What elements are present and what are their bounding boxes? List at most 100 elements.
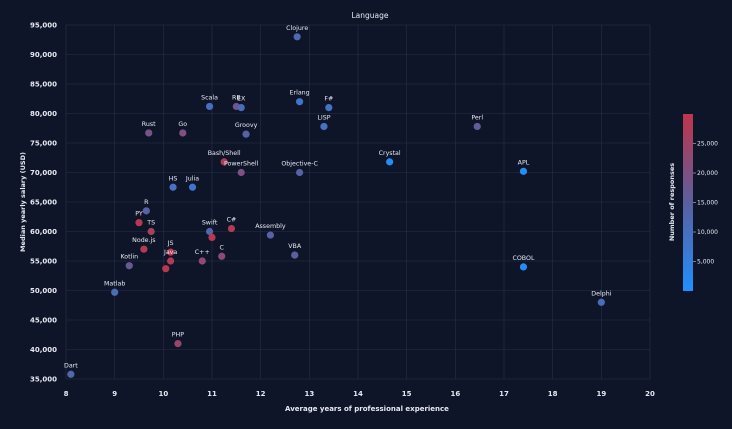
data-point [293,33,301,41]
x-tick-label: 10 [158,390,168,398]
point-label: Go [178,121,187,128]
data-point [169,183,177,191]
data-point [198,257,206,265]
point-label: Perl [471,114,483,121]
point-label: PY [135,211,143,218]
data-point [320,122,328,131]
point-label: COBOL [512,255,535,262]
colorbar-tick-label: 10,000 [697,229,718,236]
point-label: Node.js [132,237,155,244]
y-tick-label: 55,000 [30,258,57,266]
colorbar-tick-label: 20,000 [697,170,718,177]
point-label: VBA [288,243,302,250]
data-point [242,130,250,138]
data-point [162,265,170,273]
data-point [296,98,304,106]
point-label: Crystal [379,150,401,157]
data-point [473,122,481,131]
point-label: Matlab [104,280,125,287]
x-tick-label: 20 [645,390,655,398]
point-label: LISP [317,114,330,121]
x-tick-label: 19 [596,390,606,398]
data-point [205,102,214,111]
data-point [167,257,175,265]
point-label: PowerShell [224,161,259,168]
data-point [386,158,394,166]
x-axis-label: Average years of professional experience [285,405,449,413]
chart-title: Language [351,11,388,20]
y-tick-label: 85,000 [30,81,57,89]
y-tick-label: 80,000 [30,110,57,118]
point-label: C [220,244,225,251]
point-label: Assembly [255,223,286,230]
point-label: R [144,199,149,206]
data-point [142,207,150,215]
point-label: Erlang [290,90,310,97]
colorbar-tick-label: 15,000 [697,200,718,207]
data-point [237,104,245,112]
y-axis-label: Median yearly salary (USD) [19,152,27,252]
point-label: F# [324,96,333,103]
x-tick-label: 15 [402,390,412,398]
y-tick-label: 95,000 [30,22,57,30]
point-label: C++ [195,249,210,256]
x-tick-label: 18 [548,390,558,398]
point-label: APL [518,159,530,166]
data-point [145,129,153,137]
data-point [135,219,143,227]
x-tick-label: 11 [207,390,217,398]
y-tick-label: 70,000 [30,169,57,177]
point-label: EX [237,96,246,103]
data-point [147,227,155,236]
data-point [237,168,245,177]
point-label: TS [146,220,155,227]
point-label: Java [163,249,177,256]
colorbar-label: Number of responses [668,163,676,241]
data-point [597,298,605,306]
colorbar: 5,000 10,000 15,000 20,000 25,000 [683,114,718,291]
colorbar-tick-label: 25,000 [697,141,718,148]
data-point [208,233,216,241]
data-point [218,252,226,260]
point-label: JS [167,240,174,247]
data-point [519,167,528,175]
point-label: Kotlin [120,254,138,261]
point-label: Scala [201,94,218,101]
point-label: HS [169,175,178,182]
data-point [220,158,228,166]
data-point [325,104,333,112]
point-label: Dart [64,362,78,369]
x-tick-label: 12 [256,390,266,398]
point-label: Rust [142,121,156,128]
point-label: Swift [202,220,218,227]
data-point [205,227,214,236]
x-tick-label: 16 [450,390,460,398]
colorbar-gradient [683,114,693,291]
x-tick-label: 13 [304,390,314,398]
x-tick-label: 14 [353,390,363,398]
point-label: Clojure [286,25,308,32]
data-point [111,288,119,296]
y-tick-label: 90,000 [30,51,57,59]
data-point [67,370,75,378]
point-label: C# [227,217,237,224]
grid-lines [65,24,651,380]
point-label: RB [232,94,241,101]
data-point [266,231,274,239]
data-point [167,248,175,256]
point-label: Bash/Shell [208,150,241,157]
x-tick-label: 8 [64,390,69,398]
point-label: PHP [172,332,185,339]
point-label: Delphi [591,290,611,297]
y-tick-label: 35,000 [30,376,57,384]
y-tick-label: 75,000 [30,140,57,148]
data-point [125,262,133,270]
axes: 8 9 10 11 12 13 14 15 16 17 18 19 20 35,000 40,000 45,0… [30,22,655,399]
data-point [519,263,528,271]
data-point [174,340,182,348]
data-point [179,129,187,137]
data-point [291,251,299,259]
